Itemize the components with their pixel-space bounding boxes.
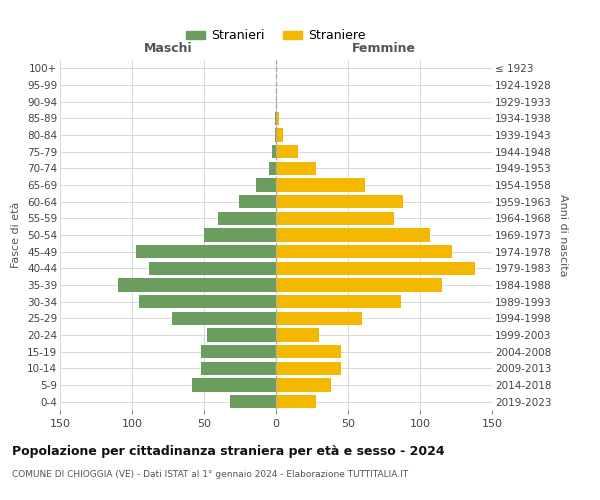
Bar [193,378,276,392]
Bar [207,328,276,342]
Bar [276,345,341,358]
Bar [276,195,403,208]
Bar [276,278,442,291]
Y-axis label: Fasce di età: Fasce di età [11,202,22,268]
Text: Maschi: Maschi [143,42,193,55]
Bar [276,312,362,325]
Bar [276,162,316,175]
Bar [201,345,276,358]
Bar [239,195,276,208]
Bar [276,178,365,192]
Bar [276,328,319,342]
Text: Femmine: Femmine [352,42,416,55]
Bar [172,312,276,325]
Bar [276,395,316,408]
Bar [136,245,276,258]
Bar [201,362,276,375]
Text: COMUNE DI CHIOGGIA (VE) - Dati ISTAT al 1° gennaio 2024 - Elaborazione TUTTITALI: COMUNE DI CHIOGGIA (VE) - Dati ISTAT al … [12,470,408,479]
Bar [276,262,475,275]
Bar [276,245,452,258]
Legend: Stranieri, Straniere: Stranieri, Straniere [181,24,371,48]
Bar [276,228,430,241]
Bar [276,212,394,225]
Text: Popolazione per cittadinanza straniera per età e sesso - 2024: Popolazione per cittadinanza straniera p… [12,445,445,458]
Bar [256,178,276,192]
Bar [276,378,331,392]
Bar [276,128,283,141]
Bar [272,145,276,158]
Bar [276,295,401,308]
Bar [275,112,276,125]
Bar [230,395,276,408]
Bar [118,278,276,291]
Bar [276,112,279,125]
Bar [276,362,341,375]
Bar [275,128,276,141]
Bar [276,95,277,108]
Bar [204,228,276,241]
Y-axis label: Anni di nascita: Anni di nascita [558,194,568,276]
Bar [276,145,298,158]
Bar [218,212,276,225]
Bar [269,162,276,175]
Bar [139,295,276,308]
Bar [149,262,276,275]
